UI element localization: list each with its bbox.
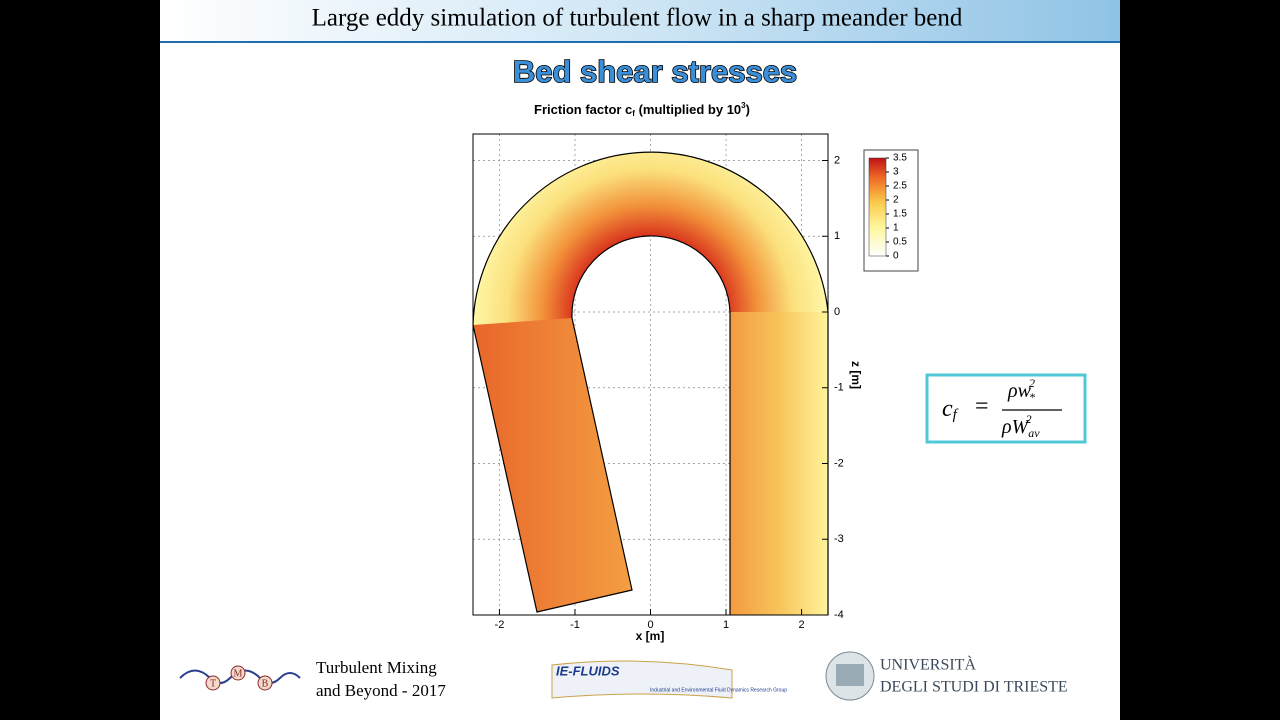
colorbar-label: 2.5 bbox=[893, 181, 907, 192]
z-tick-label: 0 bbox=[834, 306, 840, 318]
plot-title-part: (multiplied by 10 bbox=[635, 102, 741, 117]
uni-line1: UNIVERSITÀ bbox=[880, 655, 976, 674]
channel-bend bbox=[473, 152, 828, 325]
formula-box bbox=[925, 373, 1087, 444]
colorbar-label: 1.5 bbox=[893, 209, 907, 220]
formula-lhs: cf bbox=[942, 396, 959, 424]
formula-num: ρw*2 bbox=[1007, 376, 1035, 404]
z-tick-label: 2 bbox=[834, 154, 840, 166]
x-tick-label: -2 bbox=[495, 619, 505, 631]
channel-right bbox=[730, 312, 828, 615]
tmb-circle bbox=[257, 675, 273, 691]
colorbar-label: 3 bbox=[893, 167, 899, 178]
ie-logo: IE-FLUIDS Industrial and Environmental F… bbox=[551, 660, 787, 699]
z-label: z [m] bbox=[849, 361, 863, 389]
z-tick-label: 1 bbox=[834, 230, 840, 242]
formula: cf = ρw*2 ρWav2 bbox=[942, 376, 1062, 440]
formula-den: ρWav2 bbox=[1001, 412, 1040, 440]
plot-title-sub: f bbox=[632, 109, 635, 118]
colorbar-label: 0 bbox=[893, 251, 899, 262]
plot-title-part: ) bbox=[746, 102, 750, 117]
num-sup: 2 bbox=[1029, 376, 1035, 390]
tmb-circle bbox=[230, 665, 246, 681]
den: ρW bbox=[1001, 416, 1031, 438]
colorbar-label: 2 bbox=[893, 195, 899, 206]
header-title: Large eddy simulation of turbulent flow … bbox=[312, 5, 963, 32]
uni-line2: DEGLI STUDI DI TRIESTE bbox=[880, 679, 1068, 696]
ie-name: IE-FLUIDS bbox=[556, 663, 620, 678]
tmb-letter: T bbox=[210, 678, 216, 689]
plot-title-part: Friction factor c bbox=[534, 102, 632, 117]
den-sub: av bbox=[1028, 426, 1040, 440]
x-tick-label: -1 bbox=[570, 619, 580, 631]
ie-shape bbox=[551, 660, 733, 699]
tmb-letter: M bbox=[234, 668, 243, 679]
z-tick-label: -4 bbox=[834, 609, 844, 621]
x-tick-label: 0 bbox=[647, 619, 653, 631]
x-tick-label: 1 bbox=[723, 619, 729, 631]
x-label: x [m] bbox=[636, 629, 665, 643]
ie-sub: Industrial and Environmental Fluid Dynam… bbox=[650, 687, 787, 693]
header-band bbox=[160, 0, 1120, 42]
lhs: c bbox=[942, 396, 953, 422]
slide-title: Bed shear stresses bbox=[513, 54, 797, 89]
colorbar bbox=[868, 157, 887, 257]
den-sup: 2 bbox=[1026, 412, 1032, 426]
colorbar-label: 0.5 bbox=[893, 237, 907, 248]
uni-seal-building bbox=[836, 664, 864, 686]
channel-outline bbox=[472, 151, 829, 615]
tmb-circle bbox=[205, 675, 221, 691]
tmb-line2: and Beyond - 2017 bbox=[316, 681, 446, 700]
slide-bg bbox=[160, 0, 1120, 720]
tmb-line1: Turbulent Mixing bbox=[316, 658, 437, 677]
colorbar-label: 3.5 bbox=[893, 153, 907, 164]
colorbar-label: 1 bbox=[893, 223, 899, 234]
z-tick-label: -3 bbox=[834, 533, 844, 545]
x-tick-label: 2 bbox=[799, 619, 805, 631]
formula-eq: = bbox=[975, 394, 989, 420]
z-tick-label: -1 bbox=[834, 382, 844, 394]
z-tick-label: -2 bbox=[834, 457, 844, 469]
lhs-sub: f bbox=[953, 407, 959, 423]
plot-title: Friction factor cf (multiplied by 103) bbox=[534, 101, 750, 118]
tmb-logo: T M B bbox=[179, 665, 301, 691]
tmb-letter: B bbox=[262, 678, 269, 689]
num: ρw bbox=[1007, 380, 1032, 402]
plot-title-sup: 3 bbox=[741, 101, 746, 110]
num-sub: * bbox=[1029, 390, 1035, 404]
